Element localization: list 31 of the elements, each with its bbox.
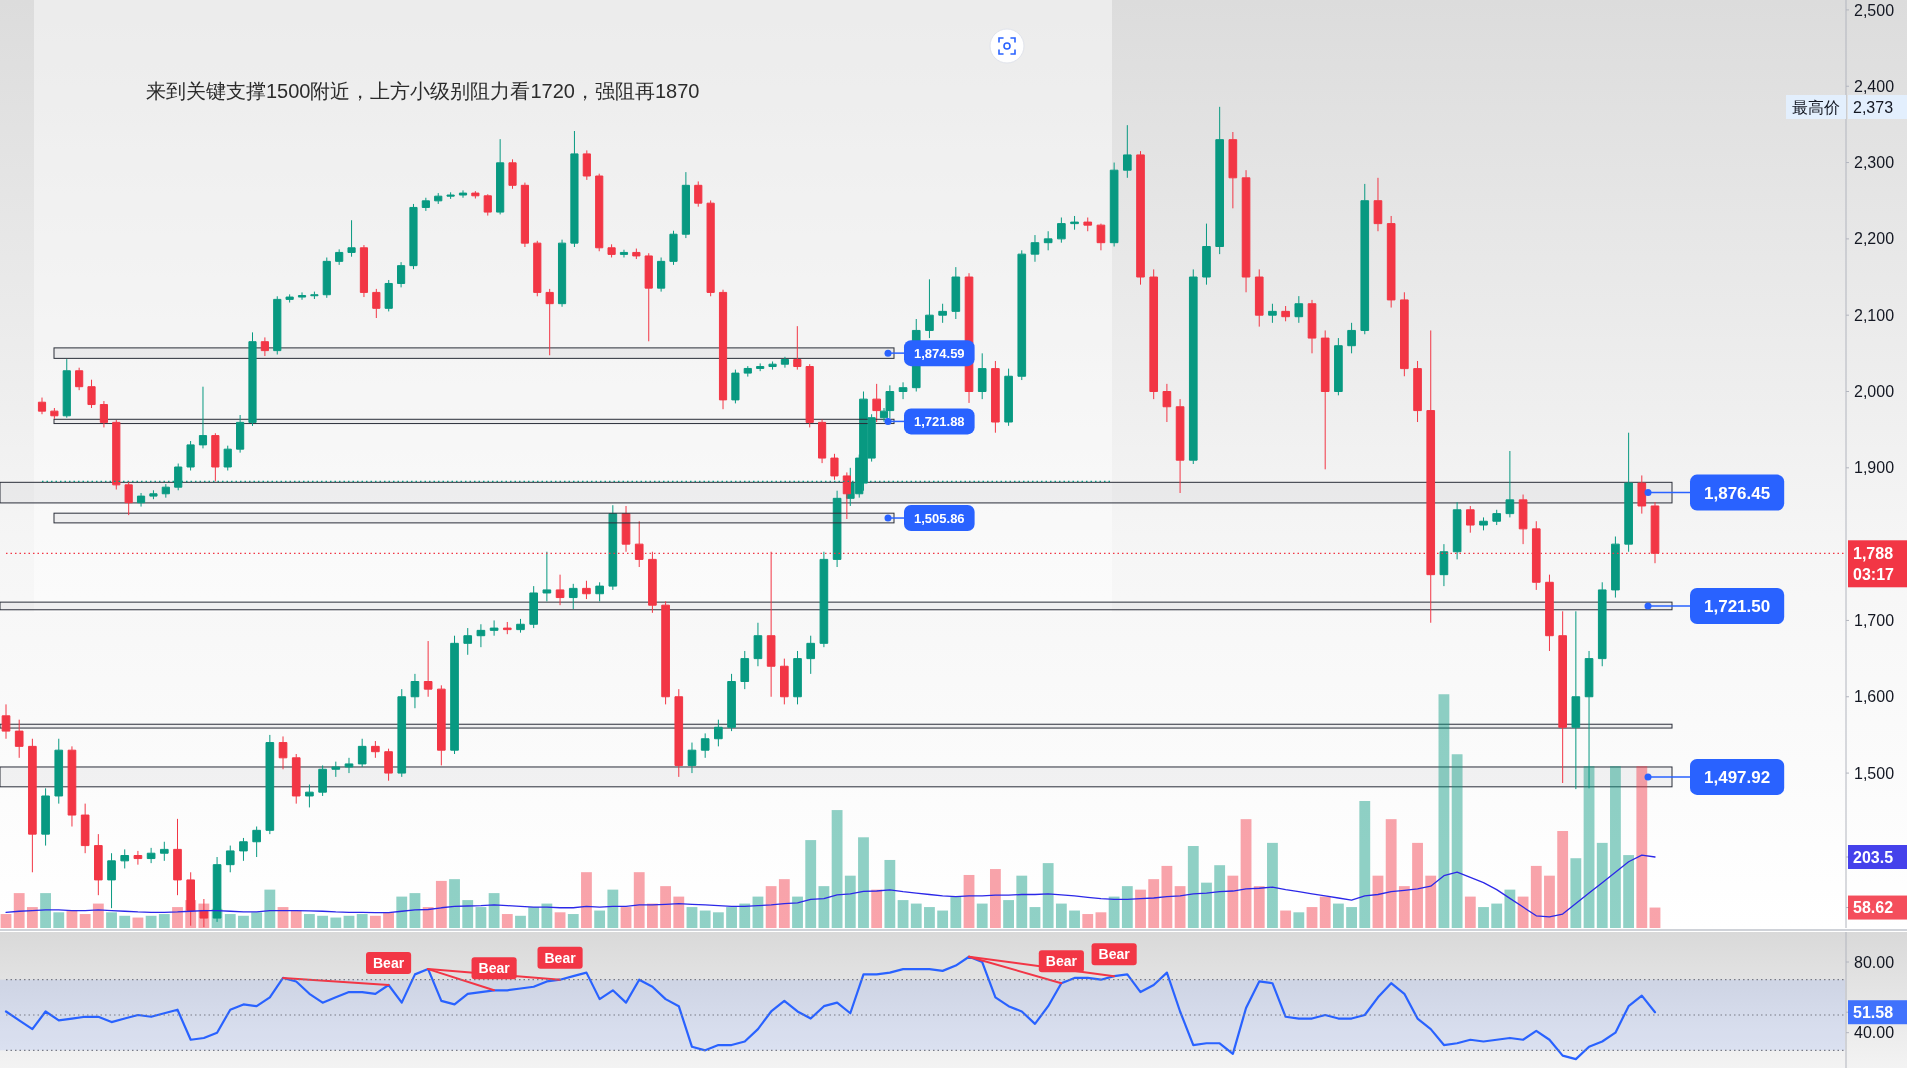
ref-line-label: 1,788: [1853, 544, 1894, 562]
y-tick-label: 2,400: [1854, 77, 1895, 95]
y-tick-label: 80.00: [1854, 953, 1895, 971]
y-tick-label: 2,300: [1854, 154, 1895, 172]
y-tick-label: 2,100: [1854, 306, 1895, 324]
y-tick-label: 1,600: [1854, 688, 1895, 706]
series-label: Bear: [1098, 946, 1131, 963]
series-label: Bear: [478, 960, 511, 977]
y-tick-label: 40.00: [1854, 1024, 1895, 1042]
text: 03:17: [1853, 565, 1895, 583]
y2-tick-label: 58.62: [1853, 899, 1894, 917]
band-label: 1,874.59: [914, 345, 965, 361]
text: 最高价: [1792, 98, 1840, 116]
y-tick-label: 51.58: [1853, 1003, 1894, 1021]
series-label: Bear: [1045, 953, 1078, 970]
band-label: 1,721.50: [1704, 596, 1771, 616]
series-label: Bear: [544, 949, 577, 966]
y-tick-label: 1,900: [1854, 459, 1895, 477]
y-tick-label: 2,200: [1854, 230, 1895, 248]
text: 来到关键支撑1500附近，上方小级别阻力看1720，强阻再1870: [146, 80, 700, 102]
y-tick-label: 1,500: [1854, 764, 1895, 782]
band-label: 1,721.88: [914, 413, 965, 429]
y-tick-label: 2,500: [1854, 1, 1895, 19]
band-label: 1,497.92: [1704, 767, 1771, 787]
band-label: 1,505.86: [914, 510, 965, 526]
y-tick-label: 2,000: [1854, 383, 1895, 401]
band-label: 1,876.45: [1704, 483, 1771, 503]
series-label: Bear: [373, 954, 405, 971]
y-tick-label: 1,700: [1854, 612, 1895, 630]
y2-tick-label: 203.5: [1853, 848, 1894, 866]
text: 2,373: [1853, 98, 1894, 116]
